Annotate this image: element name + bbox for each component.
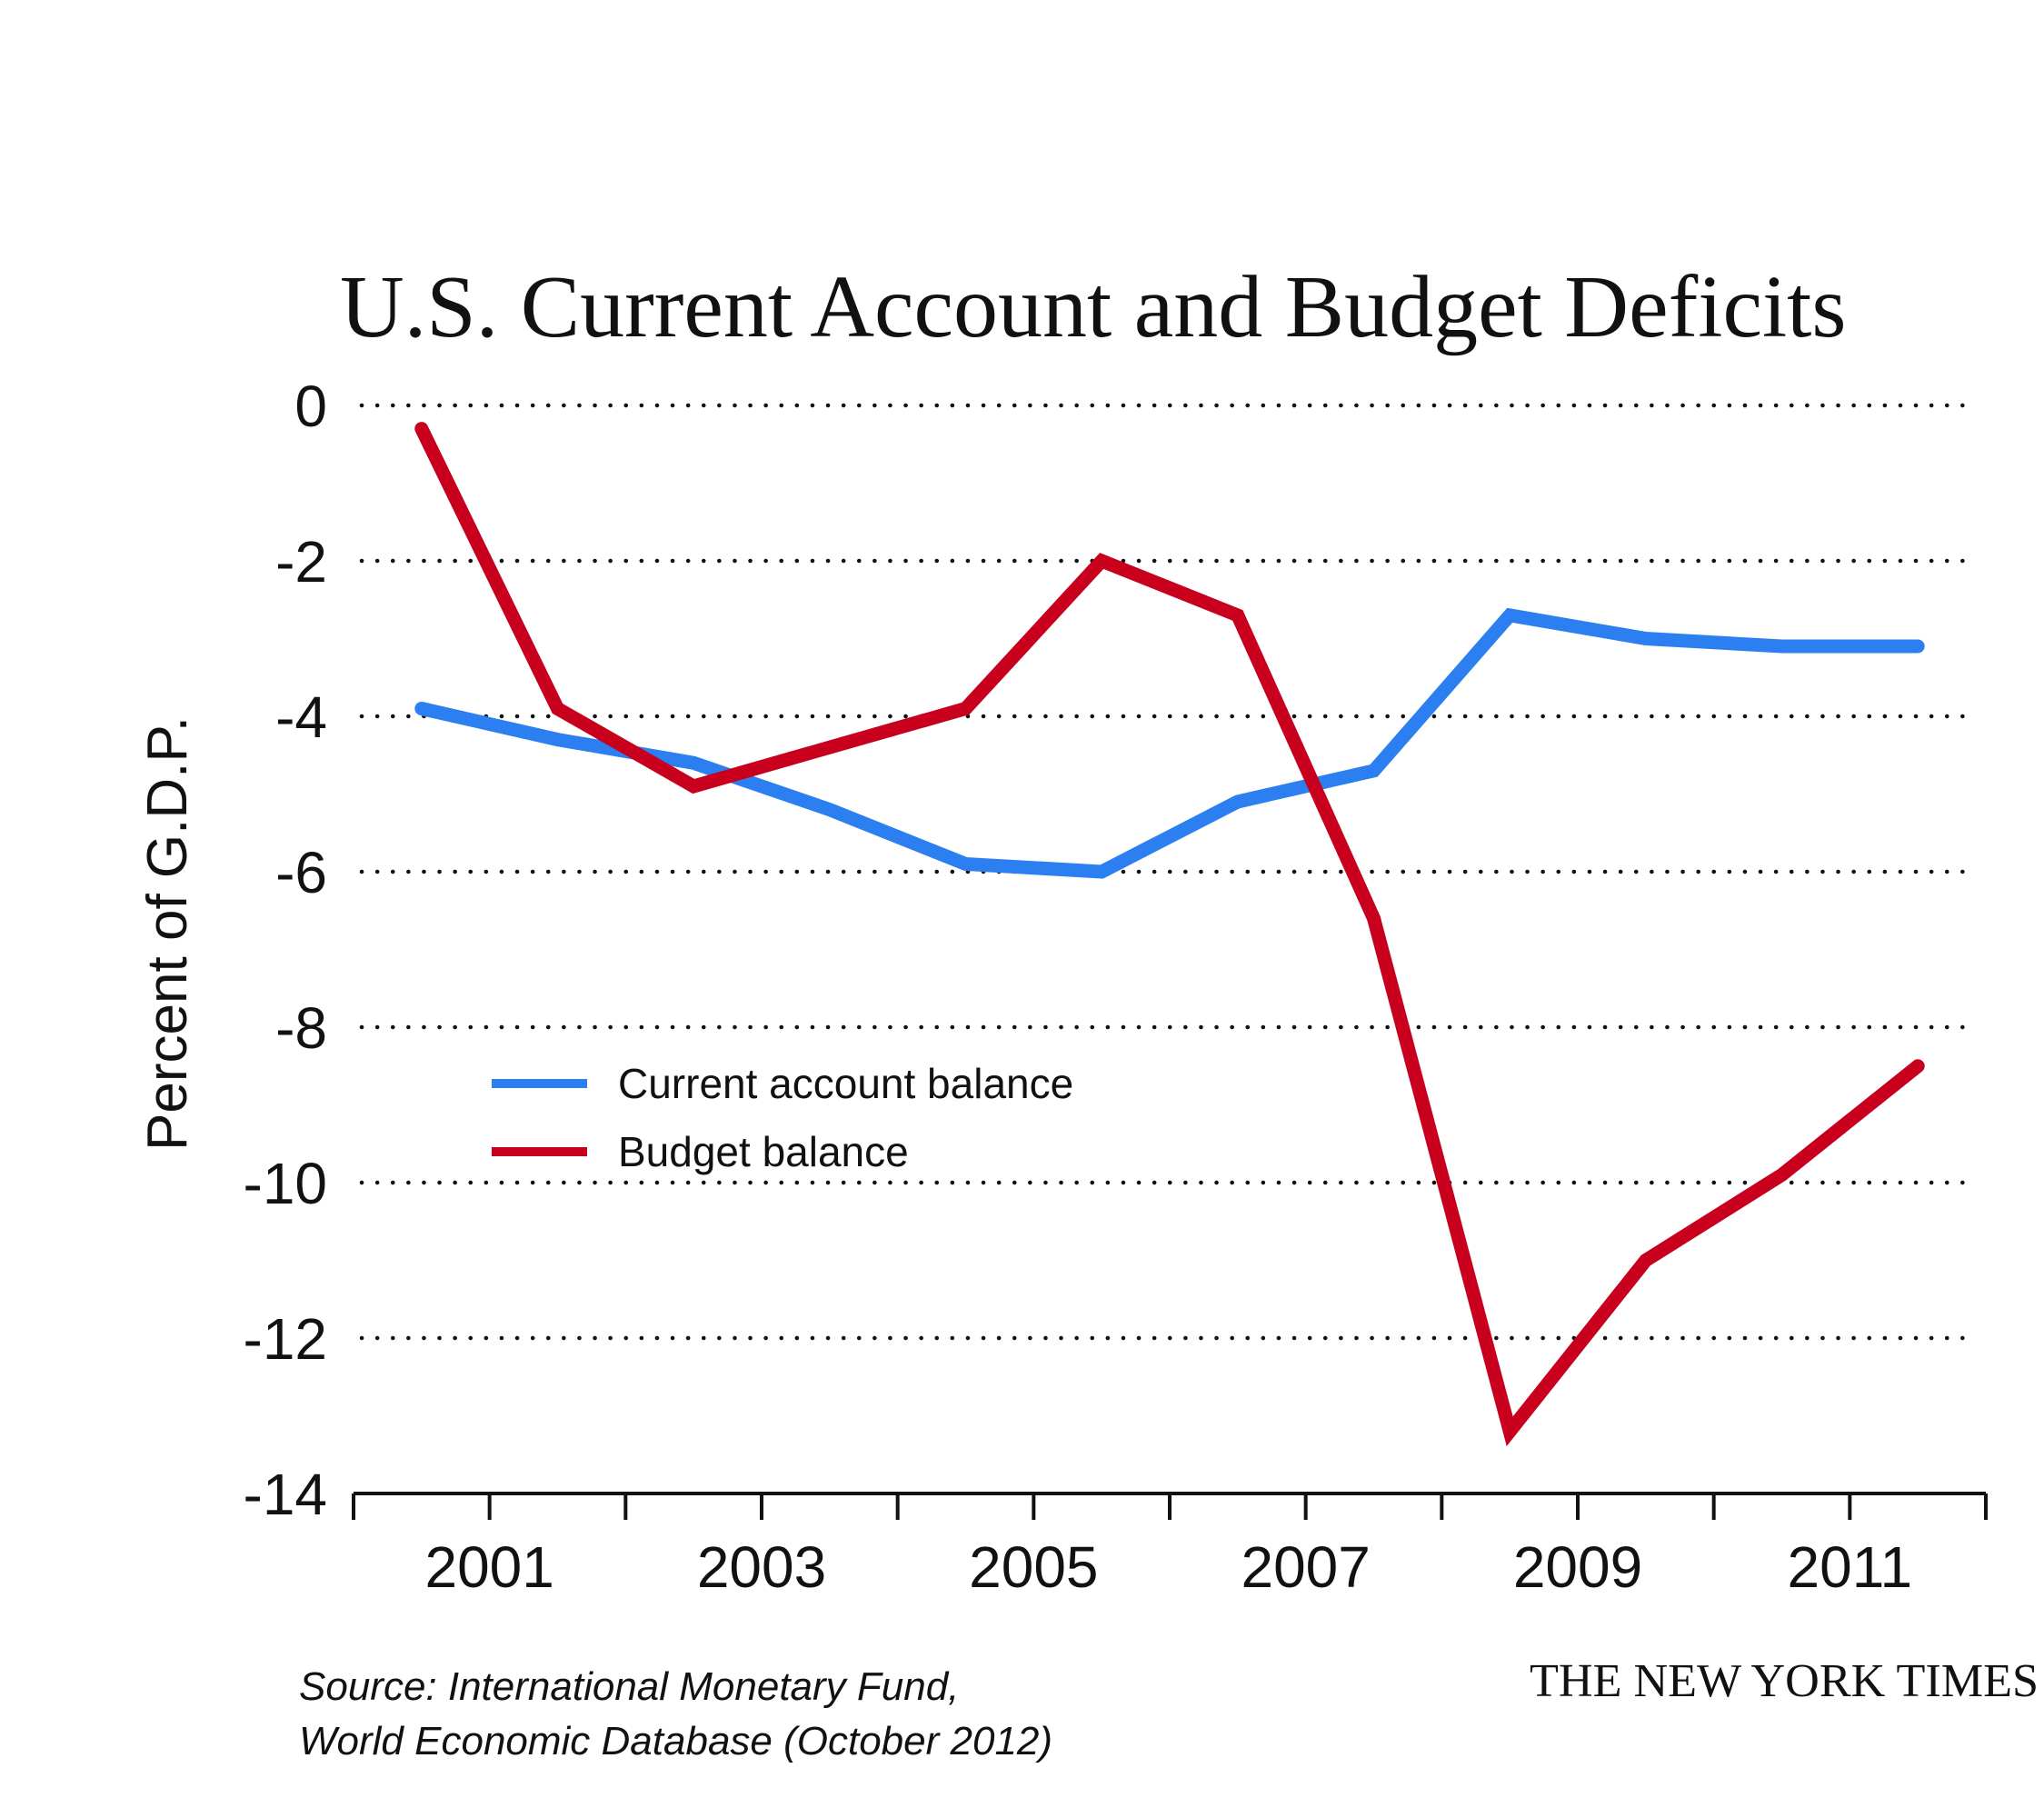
chart-title: U.S. Current Account and Budget Deficits xyxy=(340,258,1847,356)
y-axis-label: Percent of G.D.P. xyxy=(136,716,199,1151)
y-tick-label: -14 xyxy=(244,1462,328,1527)
y-tick-label: -8 xyxy=(275,995,327,1061)
nyt-credit: THE NEW YORK TIMES xyxy=(1530,1655,2039,1707)
series-lines xyxy=(414,422,1925,1446)
y-tick-label: 0 xyxy=(294,374,327,439)
series-line-current-account xyxy=(414,607,1925,879)
y-tick-label: -10 xyxy=(244,1151,328,1216)
gridlines xyxy=(359,403,1971,1341)
x-tick-label: 2007 xyxy=(1241,1534,1370,1600)
y-tick-label: -4 xyxy=(275,684,327,750)
y-tick-label: -6 xyxy=(275,840,327,905)
x-tick-label: 2009 xyxy=(1513,1534,1642,1600)
x-tick-label: 2001 xyxy=(424,1534,553,1600)
source-line-1: Source: International Monetary Fund, xyxy=(299,1664,959,1709)
legend: Current account balance Budget balance xyxy=(492,1060,1073,1175)
x-axis: 2001 2003 2005 2007 2009 2011 xyxy=(352,1492,1988,1600)
legend-label-budget: Budget balance xyxy=(618,1128,909,1175)
y-tick-label: -2 xyxy=(275,529,327,594)
series-line-budget xyxy=(414,422,1925,1446)
x-tick-label: 2005 xyxy=(969,1534,1098,1600)
x-tick-label: 2003 xyxy=(697,1534,826,1600)
x-tick-label: 2011 xyxy=(1788,1534,1913,1600)
y-tick-label: -12 xyxy=(244,1306,328,1372)
source-line-2: World Economic Database (October 2012) xyxy=(299,1719,1052,1763)
legend-label-current-account: Current account balance xyxy=(618,1060,1073,1107)
y-axis-ticks: 0 -2 -4 -6 -8 -10 -12 -14 xyxy=(244,374,328,1527)
